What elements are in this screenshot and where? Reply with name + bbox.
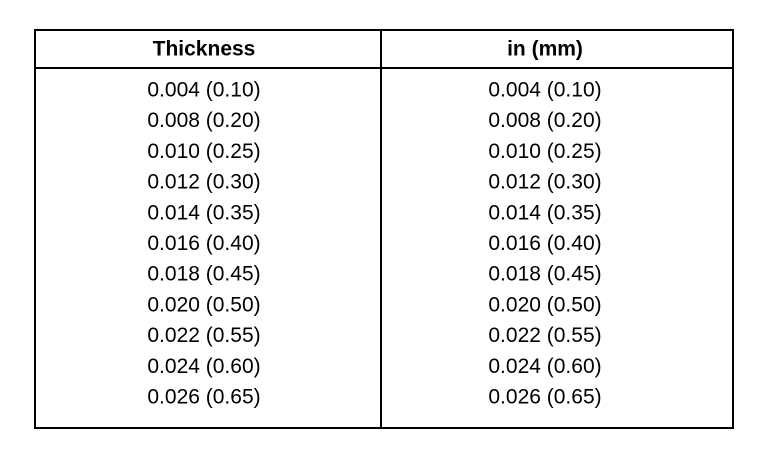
table-cell: 0.004 (0.10) bbox=[488, 79, 601, 102]
table-border bbox=[34, 29, 734, 429]
table-cell: 0.024 (0.60) bbox=[147, 355, 260, 378]
table-cell: 0.014 (0.35) bbox=[147, 201, 260, 224]
table-cell: 0.012 (0.30) bbox=[147, 171, 260, 194]
table-cell: 0.022 (0.55) bbox=[488, 324, 601, 347]
table-cell: 0.020 (0.50) bbox=[488, 293, 601, 316]
table-cell: 0.018 (0.45) bbox=[147, 263, 260, 286]
table-cell: 0.010 (0.25) bbox=[147, 140, 260, 163]
header-cell: Thickness bbox=[153, 38, 256, 61]
table-cell: 0.016 (0.40) bbox=[147, 232, 260, 255]
table-cell: 0.010 (0.25) bbox=[488, 140, 601, 163]
table-cell: 0.018 (0.45) bbox=[488, 263, 601, 286]
header-cell: in (mm) bbox=[507, 38, 583, 61]
table-cell: 0.024 (0.60) bbox=[488, 355, 601, 378]
table-cell: 0.022 (0.55) bbox=[147, 324, 260, 347]
table-cell: 0.016 (0.40) bbox=[488, 232, 601, 255]
table-cell: 0.026 (0.65) bbox=[488, 386, 601, 409]
table-cell: 0.026 (0.65) bbox=[147, 386, 260, 409]
table-cell: 0.012 (0.30) bbox=[488, 171, 601, 194]
table-cell: 0.008 (0.20) bbox=[147, 109, 260, 132]
table-cell: 0.008 (0.20) bbox=[488, 109, 601, 132]
table-cell: 0.014 (0.35) bbox=[488, 201, 601, 224]
table-cell: 0.020 (0.50) bbox=[147, 293, 260, 316]
table-cell: 0.004 (0.10) bbox=[147, 79, 260, 102]
